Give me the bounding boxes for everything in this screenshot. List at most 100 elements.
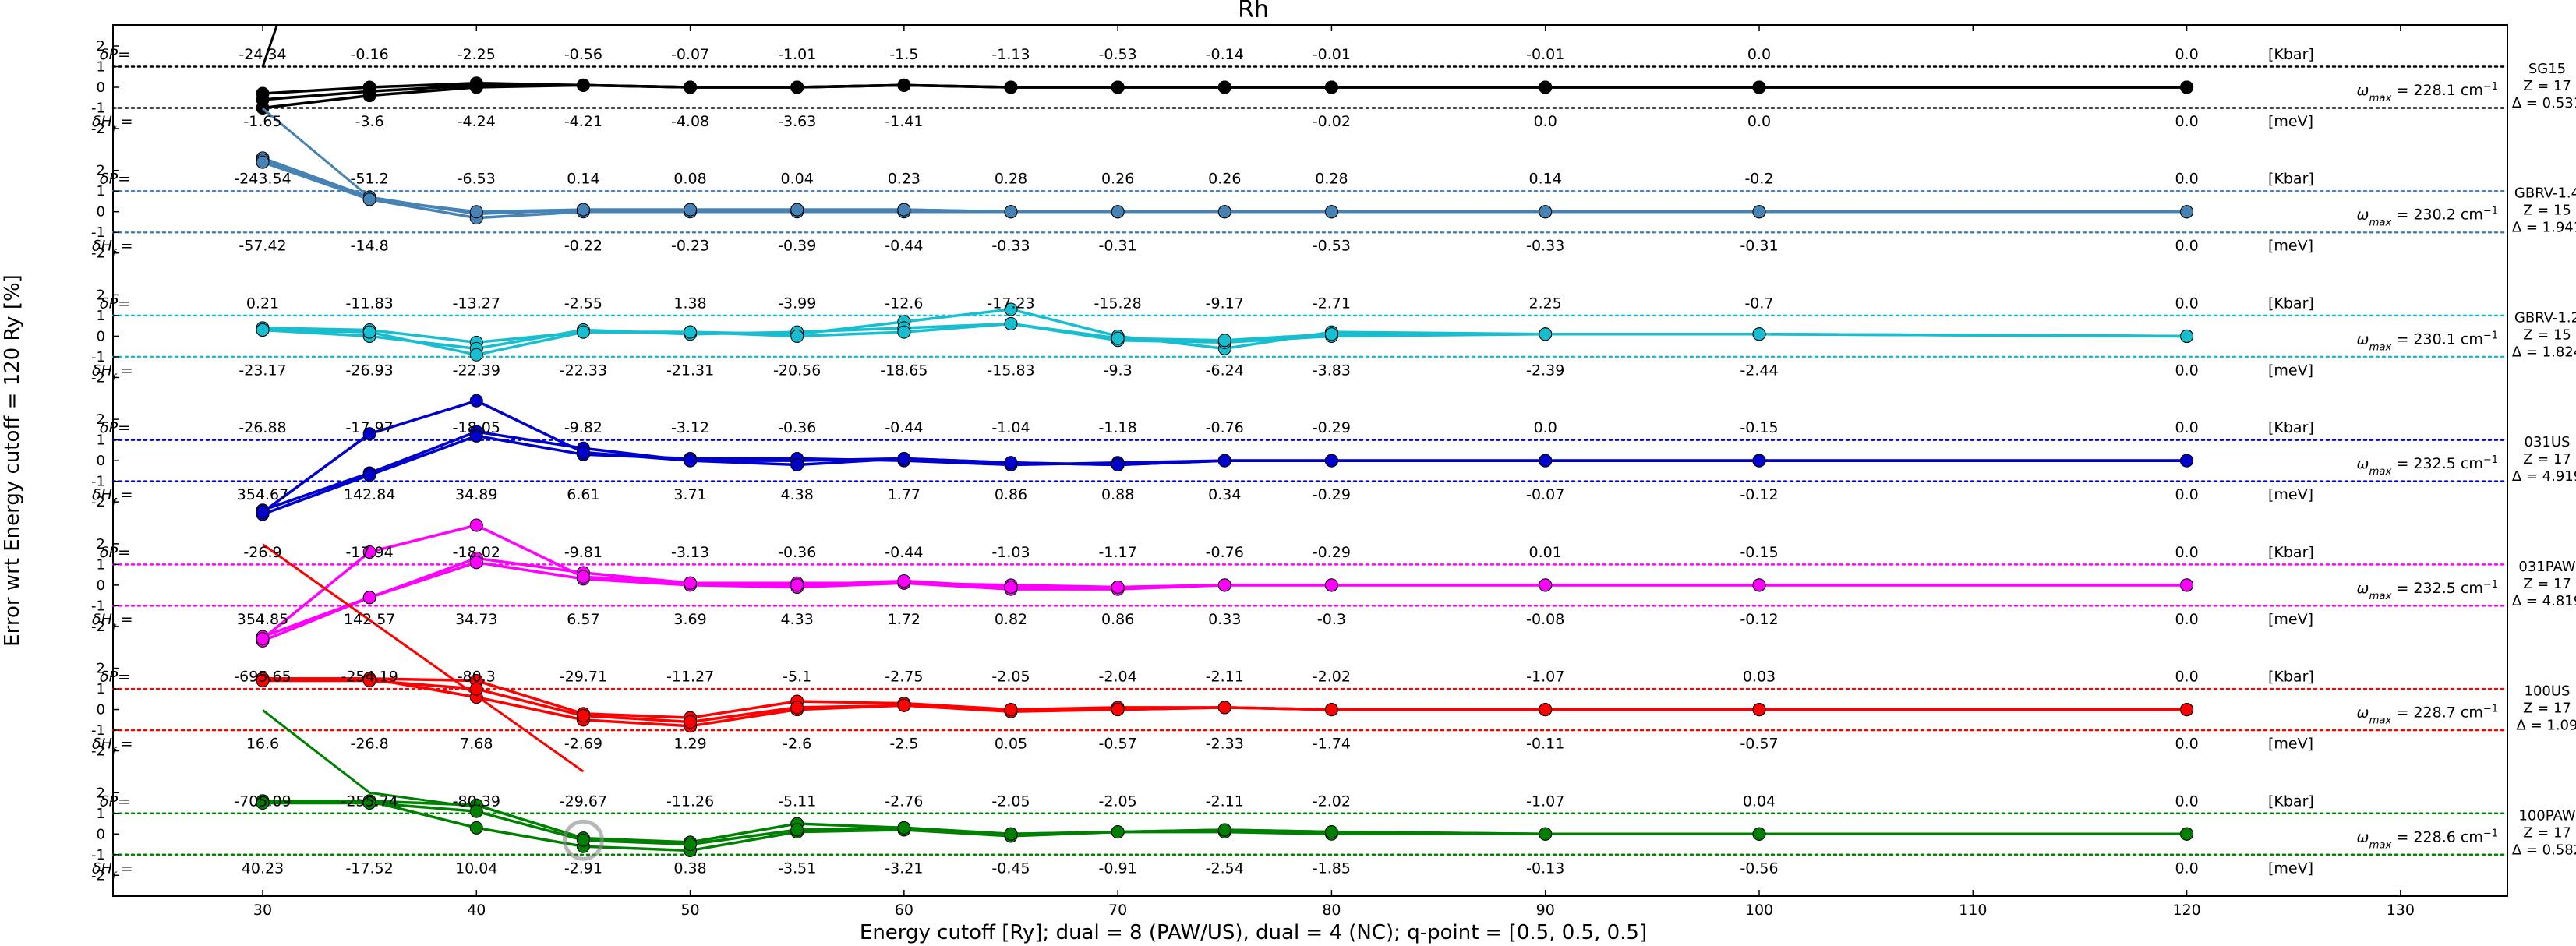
series-line	[262, 322, 2187, 357]
delta-h-value: -57.42	[239, 238, 286, 255]
y-tick-label: -1	[91, 847, 105, 863]
delta-p-value: -18.05	[453, 419, 500, 436]
pressure-unit: [Kbar]	[2268, 419, 2314, 436]
series-z: Z = 15	[2523, 203, 2571, 219]
delta-h-value: 0.0	[1747, 113, 1771, 130]
delta-p-value: -0.2	[1744, 171, 1773, 188]
data-point	[469, 682, 483, 696]
series-z: Z = 17	[2523, 451, 2571, 468]
data-point	[897, 78, 911, 92]
delta-h-value: 1.77	[888, 486, 921, 503]
delta-h-value: 1.29	[673, 736, 706, 753]
data-point	[1539, 827, 1553, 841]
delta-p-value: -51.2	[351, 171, 389, 188]
delta-h-symbol: δHf =	[92, 113, 133, 136]
delta-p-value: 0.04	[1743, 792, 1776, 810]
delta-p-value: 0.28	[1315, 171, 1348, 188]
series-name: SG15	[2528, 61, 2566, 77]
delta-h-value: 0.05	[995, 736, 1027, 753]
delta-p-value: -17.94	[346, 544, 394, 561]
delta-p-value: 2.25	[1529, 295, 1562, 312]
data-point	[790, 80, 804, 94]
data-point	[362, 468, 376, 482]
delta-h-value: -4.21	[564, 113, 602, 130]
data-point	[790, 701, 804, 715]
chart-title: Rh	[1238, 0, 1269, 23]
delta-h-value: 0.0	[2175, 486, 2198, 503]
labels-layer: δP= -24.34 -0.16 -2.25 -0.56 -0.07 -1.01 -1.5 -1…	[92, 46, 2576, 882]
delta-p-value: 0.0	[2175, 171, 2198, 188]
y-tick-label: 2	[97, 163, 105, 179]
delta-p-value: 0.14	[567, 171, 599, 188]
data-point	[2180, 80, 2194, 94]
delta-p-value: 0.28	[995, 171, 1027, 188]
delta-h-value: -3.51	[778, 860, 816, 877]
y-tick-label: -2	[91, 494, 105, 510]
data-point	[469, 348, 483, 362]
y-tick-label: -1	[91, 349, 105, 365]
delta-p-value: -26.9	[243, 544, 281, 561]
delta-p-value: 0.03	[1743, 669, 1776, 686]
delta-p-value: -0.76	[1206, 544, 1244, 561]
delta-h-value: -17.52	[346, 860, 394, 877]
delta-p-value: -6.53	[458, 171, 496, 188]
delta-h-value: 7.68	[460, 736, 493, 753]
delta-p-symbol: δP=	[100, 419, 130, 436]
series-escape-line	[262, 709, 477, 809]
energy-unit: [meV]	[2268, 860, 2313, 877]
y-tick-label: 1	[97, 806, 105, 822]
delta-h-value: 0.34	[1208, 486, 1241, 503]
y-tick-label: 0	[97, 702, 105, 718]
delta-p-value: -1.01	[778, 46, 816, 63]
delta-h-value: 0.0	[2175, 113, 2198, 130]
data-point	[362, 673, 376, 687]
omega-max-label: ωmax = 232.5 cm−1	[2357, 578, 2498, 602]
delta-p-value: -0.76	[1206, 419, 1244, 436]
delta-h-value: 6.57	[567, 611, 599, 628]
data-point	[1752, 80, 1766, 94]
delta-p-value: -2.11	[1206, 669, 1244, 686]
data-point	[1004, 456, 1018, 470]
data-point	[576, 78, 590, 92]
data-point	[2180, 827, 2194, 841]
delta-h-value: -0.07	[1526, 486, 1564, 503]
omega-max-label: ωmax = 228.1 cm−1	[2357, 81, 2498, 104]
series-line	[262, 161, 2187, 214]
delta-p-value: -5.1	[783, 669, 811, 686]
delta-h-value: -26.8	[351, 736, 389, 753]
delta-h-value: 4.38	[781, 486, 814, 503]
delta-h-value: 0.0	[2175, 362, 2198, 379]
y-tick-label: 1	[97, 308, 105, 324]
y-tick-label: 2	[97, 785, 105, 801]
delta-p-value: -29.71	[560, 669, 607, 686]
series-delta: Δ = 1.941	[2512, 220, 2576, 236]
y-tick-label: 2	[97, 287, 105, 303]
series-line	[262, 560, 2187, 643]
data-point	[576, 446, 590, 460]
delta-p-symbol: δP=	[100, 544, 130, 561]
energy-unit: [meV]	[2268, 362, 2313, 379]
delta-p-value: -0.15	[1740, 419, 1778, 436]
omega-max-label: ωmax = 228.6 cm−1	[2357, 828, 2498, 851]
delta-h-value: 0.0	[2175, 238, 2198, 255]
data-point	[1111, 205, 1125, 219]
delta-p-value: -1.03	[991, 544, 1030, 561]
data-point	[790, 329, 804, 343]
delta-p-value: -17.97	[346, 419, 394, 436]
delta-p-value: -0.44	[885, 544, 923, 561]
series-z: Z = 17	[2523, 701, 2571, 717]
data-point	[256, 796, 270, 810]
data-point	[256, 632, 270, 646]
delta-p-value: -0.36	[778, 544, 816, 561]
data-point	[897, 325, 911, 339]
y-tick-label: 1	[97, 432, 105, 449]
data-point	[1217, 80, 1231, 94]
delta-h-value: -0.22	[564, 238, 602, 255]
delta-h-value: -2.39	[1526, 362, 1564, 379]
delta-h-value: -0.3	[1317, 611, 1346, 628]
delta-p-value: -0.36	[778, 419, 816, 436]
delta-p-value: -0.01	[1313, 46, 1351, 63]
delta-h-value: -23.17	[239, 362, 286, 379]
data-point	[469, 518, 483, 532]
delta-h-value: 0.38	[673, 860, 706, 877]
